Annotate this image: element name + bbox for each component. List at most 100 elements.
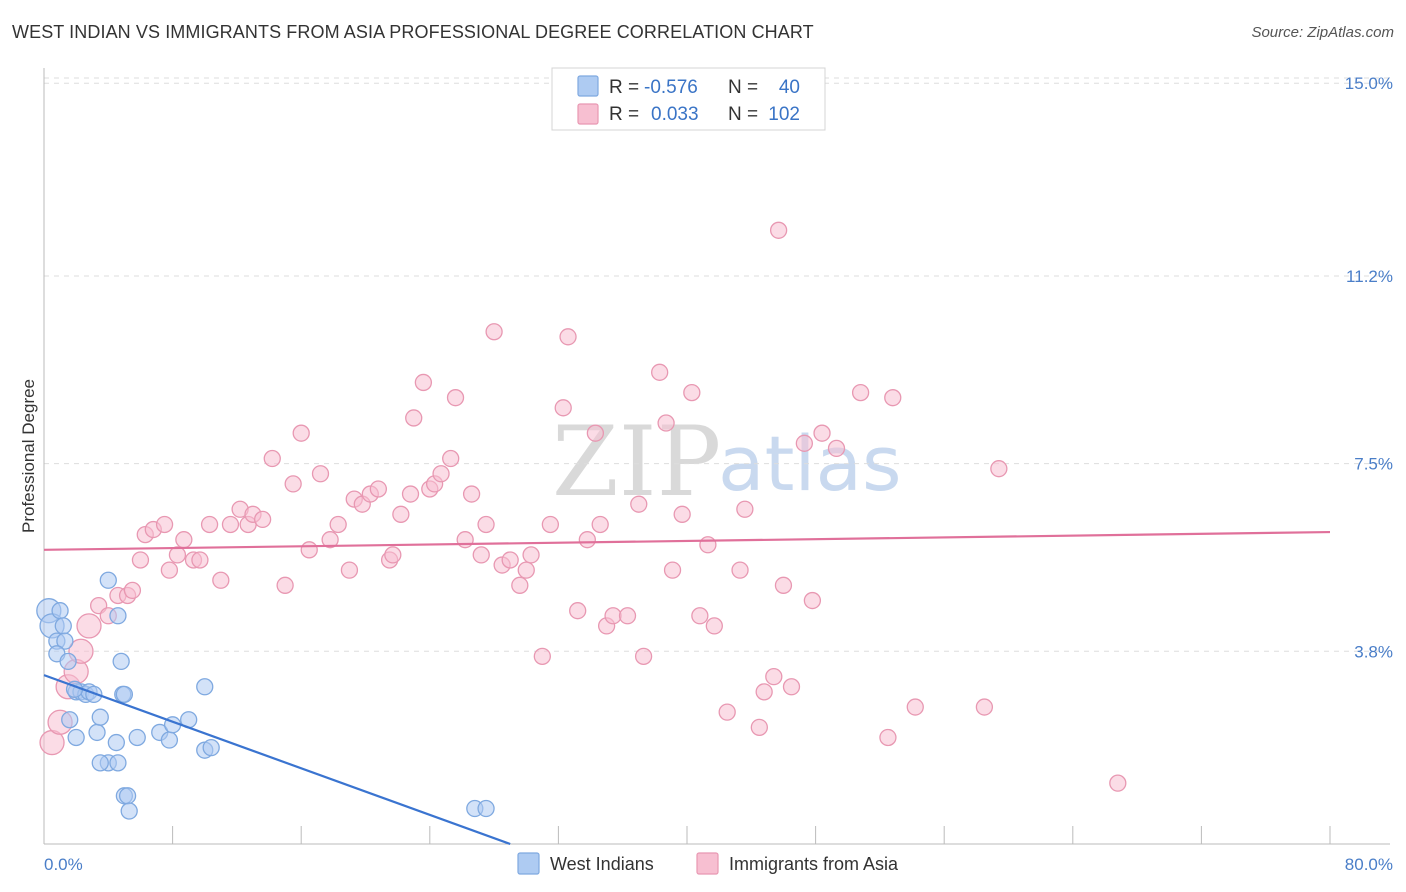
immigrants-from-asia-point-92 xyxy=(803,591,822,610)
immigrants-from-asia-point-34 xyxy=(329,515,347,534)
bottom-legend-swatch-west-indians xyxy=(517,852,540,875)
immigrants-from-asia-point-5 xyxy=(76,613,102,639)
immigrants-from-asia-point-68 xyxy=(591,515,609,534)
legend-r-label-0: R = xyxy=(609,77,639,98)
west-indians-point-13 xyxy=(88,723,106,742)
source-note: Source: ZipAtlas.com xyxy=(1251,24,1394,41)
legend-r-value-1: 0.033 xyxy=(651,104,699,125)
immigrants-from-asia-point-22 xyxy=(221,515,240,534)
immigrants-from-asia-point-82 xyxy=(718,703,736,721)
immigrants-from-asia-point-74 xyxy=(651,363,669,381)
immigrants-from-asia-point-83 xyxy=(731,561,749,579)
immigrants-from-asia-point-15 xyxy=(160,561,179,579)
legend-swatch-immigrants-from-asia xyxy=(577,103,599,125)
immigrants-from-asia-point-52 xyxy=(462,485,481,503)
immigrants-from-asia-point-89 xyxy=(774,576,793,594)
x-tick-min: 0.0% xyxy=(44,855,83,874)
immigrants-from-asia-point-70 xyxy=(604,607,622,625)
immigrants-from-asia-point-42 xyxy=(392,505,410,523)
immigrants-from-asia-point-35 xyxy=(340,561,359,579)
immigrants-from-asia-point-51 xyxy=(456,531,474,549)
watermark: ZIP atlas xyxy=(552,406,902,518)
immigrants-from-asia-point-66 xyxy=(578,531,596,549)
west-indians-point-29 xyxy=(160,731,179,749)
trend-line-west-indians xyxy=(43,674,511,846)
legend-swatch-west-indians xyxy=(577,75,599,97)
immigrants-from-asia-point-73 xyxy=(634,647,653,665)
immigrants-from-asia-point-100 xyxy=(990,460,1008,478)
bottom-legend-swatch-immigrants-from-asia xyxy=(696,852,719,875)
y-axis-label: Professional Degree xyxy=(19,379,38,533)
immigrants-from-asia-point-39 xyxy=(369,480,388,498)
west-indians-point-36 xyxy=(85,685,103,704)
immigrants-from-asia-point-76 xyxy=(663,561,682,579)
series-immigrants-from-asia xyxy=(39,221,1127,792)
immigrants-from-asia-point-59 xyxy=(517,561,535,579)
west-indians-point-7 xyxy=(59,652,77,671)
immigrants-from-asia-point-11 xyxy=(131,551,150,569)
immigrants-from-asia-point-87 xyxy=(765,667,783,686)
series-legend: West Indians Immigrants from Asia xyxy=(517,852,899,875)
immigrants-from-asia-point-99 xyxy=(975,698,994,716)
immigrants-from-asia-point-85 xyxy=(750,718,768,736)
immigrants-from-asia-point-50 xyxy=(446,389,465,407)
immigrants-from-asia-point-31 xyxy=(300,541,318,559)
bottom-legend-label-immigrants-from-asia: Immigrants from Asia xyxy=(729,854,899,874)
immigrants-from-asia-point-48 xyxy=(432,465,450,483)
west-indians-point-3 xyxy=(51,602,69,620)
west-indians-point-15 xyxy=(109,607,127,625)
immigrants-from-asia-point-91 xyxy=(795,434,813,452)
immigrants-from-asia-point-60 xyxy=(522,546,540,564)
immigrants-from-asia-point-14 xyxy=(155,515,174,534)
series-west-indians xyxy=(36,571,495,820)
y-tick-label-3: 15.0% xyxy=(1345,74,1393,93)
immigrants-from-asia-point-95 xyxy=(851,383,870,402)
immigrants-from-asia-point-64 xyxy=(559,328,577,346)
immigrants-from-asia-point-72 xyxy=(630,495,648,513)
immigrants-from-asia-point-86 xyxy=(755,683,773,701)
immigrants-from-asia-point-32 xyxy=(311,465,330,483)
west-indians-point-22 xyxy=(107,733,125,752)
west-indians-point-19 xyxy=(109,754,127,772)
immigrants-from-asia-point-45 xyxy=(414,373,433,392)
immigrants-from-asia-point-80 xyxy=(699,536,717,554)
y-tick-label-0: 3.8% xyxy=(1354,642,1393,661)
immigrants-from-asia-point-55 xyxy=(485,323,503,341)
y-tick-label-1: 7.5% xyxy=(1354,455,1393,474)
x-axis-ticks xyxy=(43,826,1331,844)
immigrants-from-asia-point-93 xyxy=(813,424,831,442)
immigrants-from-asia-point-10 xyxy=(123,581,142,600)
legend-r-label-1: R = xyxy=(609,104,639,125)
immigrants-from-asia-point-71 xyxy=(618,607,637,625)
west-indians-point-12 xyxy=(67,728,85,747)
immigrants-from-asia-point-54 xyxy=(477,515,495,534)
immigrants-from-asia-point-27 xyxy=(263,449,281,468)
immigrants-from-asia-point-33 xyxy=(321,531,339,549)
west-indians-point-5 xyxy=(56,632,74,650)
legend-n-value-1: 102 xyxy=(768,104,800,125)
west-indians-point-39 xyxy=(477,799,495,818)
immigrants-from-asia-point-21 xyxy=(212,571,230,589)
immigrants-from-asia-point-30 xyxy=(292,424,310,442)
immigrants-from-asia-point-77 xyxy=(673,505,691,523)
immigrants-from-asia-point-19 xyxy=(191,551,209,569)
immigrants-from-asia-point-79 xyxy=(691,607,709,625)
immigrants-from-asia-point-63 xyxy=(554,399,572,417)
immigrants-from-asia-point-81 xyxy=(705,617,723,635)
immigrants-from-asia-point-94 xyxy=(827,439,846,458)
gridlines xyxy=(44,77,1390,652)
y-tick-labels: 3.8% 7.5% 11.2% 15.0% xyxy=(1345,74,1393,661)
immigrants-from-asia-point-43 xyxy=(401,485,420,503)
immigrants-from-asia-point-75 xyxy=(657,414,675,432)
immigrants-from-asia-point-98 xyxy=(906,698,924,716)
x-tick-max: 80.0% xyxy=(1345,855,1393,874)
stats-legend: R = -0.576 N = 40 R = 0.033 N = 102 xyxy=(551,67,826,131)
immigrants-from-asia-point-67 xyxy=(586,424,605,442)
immigrants-from-asia-point-65 xyxy=(569,602,587,620)
immigrants-from-asia-point-26 xyxy=(253,510,272,529)
west-indians-point-27 xyxy=(120,802,138,820)
west-indians-point-24 xyxy=(128,728,146,747)
bottom-legend-label-west-indians: West Indians xyxy=(550,854,654,874)
immigrants-from-asia-point-84 xyxy=(736,500,754,518)
